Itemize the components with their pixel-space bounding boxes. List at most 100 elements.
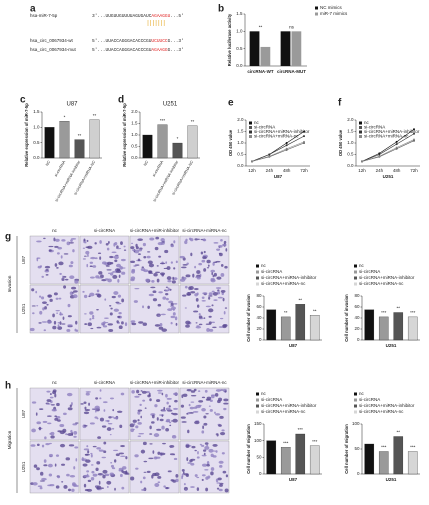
point: [413, 128, 415, 131]
cell: [50, 435, 55, 439]
cell: [223, 402, 229, 405]
cell: [111, 467, 116, 470]
cell: [158, 314, 160, 317]
cell: [132, 428, 135, 431]
cell: [137, 409, 143, 412]
cell: [68, 264, 73, 268]
cell: [83, 238, 86, 242]
cell: [135, 246, 139, 250]
sequence-part: 5'...UUACCAGGGACACCCGU: [92, 47, 152, 53]
cell: [107, 323, 113, 326]
cell: [35, 290, 38, 294]
cell: [83, 411, 90, 415]
cell: [207, 475, 211, 479]
cell: [73, 435, 77, 438]
cell: [208, 292, 213, 296]
cell: [61, 239, 66, 242]
cell: [157, 242, 163, 246]
significance: **: [191, 119, 195, 124]
cell: [62, 428, 67, 433]
cell: [196, 270, 201, 274]
cell: [119, 473, 123, 478]
cell: [152, 450, 155, 454]
cell: [221, 292, 225, 296]
cell: [99, 389, 102, 392]
cell: [55, 238, 60, 242]
cell: [172, 276, 175, 281]
cell: [148, 270, 152, 274]
cell: [86, 488, 93, 492]
cell: [106, 269, 112, 271]
legend-label: si-circRNA: [261, 397, 282, 402]
cell: [211, 304, 214, 307]
cell: [97, 436, 102, 439]
cell: [170, 244, 175, 248]
cell: [192, 273, 195, 278]
cell: [104, 321, 109, 324]
point: [303, 140, 305, 143]
cell: [135, 425, 139, 429]
y-tick-label: 0.5: [347, 152, 354, 157]
cell: [86, 239, 89, 243]
cell: [190, 401, 195, 403]
cell: [121, 321, 124, 325]
cell: [157, 392, 162, 394]
row-label: U251: [21, 303, 26, 314]
x-tick-label: 72h: [410, 168, 418, 173]
cell: [189, 459, 193, 463]
cell: [174, 316, 178, 321]
cell: [92, 265, 97, 268]
cell: [152, 472, 157, 477]
significance: ***: [381, 445, 387, 450]
cell: [220, 263, 224, 267]
bar: [280, 316, 291, 341]
sequence: 3'...UUGUUGUUUUAGUGAUCAGAAGGU...5': [92, 13, 184, 19]
cell: [170, 302, 174, 307]
panel-label: b: [218, 4, 224, 15]
legend-swatch: [354, 282, 357, 286]
cell: [75, 458, 78, 462]
bar: [44, 127, 55, 159]
cell: [73, 466, 76, 470]
sequence-part: G...3': [168, 38, 184, 44]
significance: **: [396, 430, 400, 435]
cell: [83, 483, 87, 488]
cell: [55, 297, 59, 300]
cell: [36, 467, 40, 471]
bar: [378, 451, 389, 475]
cell: [193, 388, 197, 392]
side-label: Migration: [7, 430, 12, 449]
y-tick-label: 0.5: [33, 140, 40, 145]
cell: [109, 312, 113, 316]
cell: [159, 418, 164, 422]
cell: [32, 312, 35, 315]
bar: [142, 134, 153, 159]
point: [378, 153, 381, 156]
x-axis-label: U87: [289, 477, 298, 482]
cell: [216, 248, 221, 251]
cell: [185, 489, 187, 492]
cell: [197, 238, 200, 241]
cell: [86, 263, 89, 268]
column-label: si-circRNA+miR-inhibitor: [130, 228, 180, 233]
cell: [165, 261, 168, 265]
cell: [163, 267, 168, 270]
column-label: nc: [52, 228, 58, 233]
bar: [407, 316, 418, 341]
cell: [185, 324, 190, 328]
cell: [202, 292, 208, 295]
cell: [95, 397, 99, 400]
cell: [152, 290, 157, 294]
cell: [66, 241, 71, 246]
cell: [71, 432, 74, 436]
cell: [186, 389, 192, 392]
cell: [168, 421, 172, 424]
legend-swatch: [249, 135, 252, 138]
cell: [111, 251, 117, 254]
cell: [188, 403, 191, 407]
cell: [140, 480, 143, 484]
cell: [173, 407, 178, 410]
cell: [62, 412, 67, 416]
cell: [115, 453, 120, 457]
cell: [131, 270, 135, 274]
